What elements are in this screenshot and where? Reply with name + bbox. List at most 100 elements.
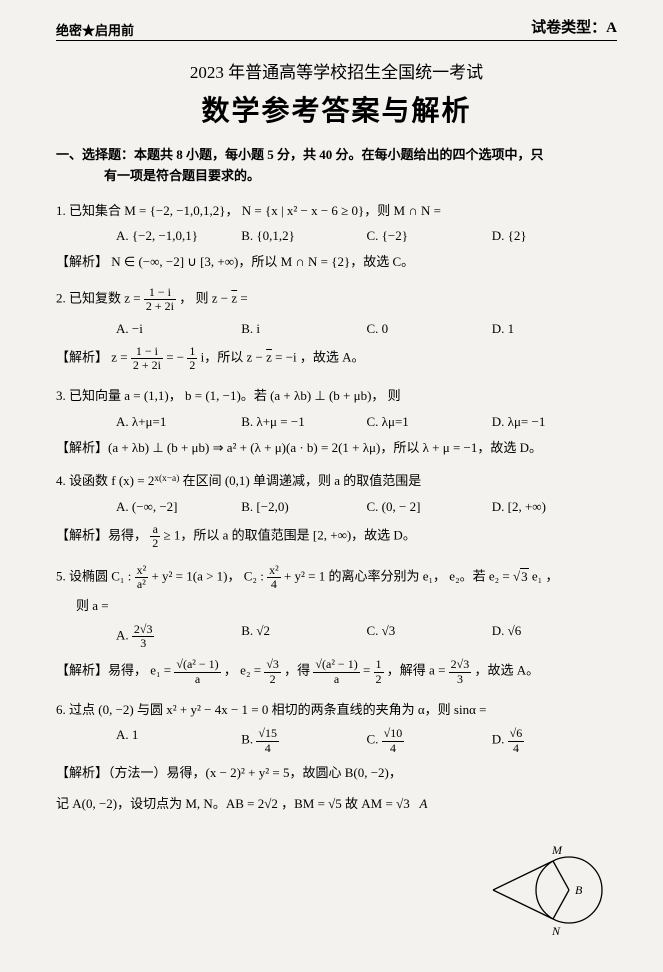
q5-mid2: + y² = 1 的离心率分别为 e₁， e₂。若 e₂ = (284, 569, 513, 584)
q6-answer-2: 记 A(0, −2)，设切点为 M, N。AB = 2√2 ，BM = √5 故… (56, 794, 617, 814)
diagram-label-m: M (551, 844, 563, 857)
q5-f2n: x² (267, 564, 281, 578)
paper-type-value: A (606, 20, 617, 36)
q6-answer-1: 【解析】（方法一）易得，(x − 2)² + y² = 5，故圆心 B(0, −… (56, 763, 617, 783)
q2-ans-pre: 【解析】 z = (56, 350, 131, 365)
q4-pre: 4. 设函数 f (x) = 2 (56, 473, 154, 488)
section-1-line1: 一、选择题：本题共 8 小题，每小题 5 分，共 40 分。在每小题给出的四个选… (56, 147, 544, 162)
q5-opt-a-d: 3 (132, 637, 155, 650)
diagram-line-nb (553, 890, 569, 919)
q5-pre: 5. 设椭圆 C₁ : (56, 569, 135, 584)
q2-stem: 2. 已知复数 z = 1 − i2 + 2i ， 则 z − z = (56, 286, 617, 313)
diagram-label-b: B (575, 883, 583, 897)
q4-post: 在区间 (0,1) 单调递减，则 a 的取值范围是 (179, 473, 421, 488)
q5-ans-pre: 【解析】易得， e₁ = (56, 663, 174, 678)
q5-e2n: √3 (264, 658, 281, 672)
q2-post: ， 则 z − (179, 290, 231, 305)
q5-f1n: x² (135, 564, 149, 578)
paper-type-label: 试卷类型： (531, 20, 606, 36)
q6-opt-c-pre: C. (367, 732, 382, 747)
q4-exp: x(x−a) (154, 474, 179, 484)
q2-opt-a: A. −i (116, 321, 241, 337)
q3-opt-c: C. λμ=1 (367, 414, 492, 430)
q5-opt-a-n: 2√3 (132, 623, 155, 637)
q2-frac-den: 2 + 2i (144, 300, 176, 313)
section-1-line2: 有一项是符合题目要求的。 (56, 166, 617, 187)
q6-stem: 6. 过点 (0, −2) 与圆 x² + y² − 4x − 1 = 0 相切… (56, 700, 617, 720)
q5-e2d: 2 (264, 673, 281, 686)
q5-e3d: a (313, 673, 359, 686)
q5-options: A. 2√33 B. √2 C. √3 D. √6 (56, 623, 617, 650)
doc-title: 数学参考答案与解析 (56, 89, 617, 129)
q5-e5d: 3 (449, 673, 472, 686)
q5-e2: √32 (264, 658, 281, 685)
q5-e5: 2√33 (449, 658, 472, 685)
q2-ans-f2n: 1 (187, 345, 197, 359)
q4-options: A. (−∞, −2] B. [−2,0) C. (0, − 2] D. [2,… (56, 499, 617, 515)
q2-ans-f1n: 1 − i (131, 345, 163, 359)
q3-stem: 3. 已知向量 a = (1,1)， b = (1, −1)。若 (a + λb… (56, 386, 617, 406)
q5-c4: ，解得 a = (387, 663, 449, 678)
q6-bd: 4 (256, 742, 279, 755)
q2-opt-b: B. i (241, 321, 366, 337)
diagram-line-am (493, 861, 553, 890)
q5-c5: ，故选 A。 (475, 663, 540, 678)
q2-ans-f1d: 2 + 2i (131, 359, 163, 372)
header-rule (56, 40, 617, 41)
q5-f2: x²4 (267, 564, 281, 591)
q2-frac-num: 1 − i (144, 286, 176, 300)
q1-opt-a: A. {−2, −1,0,1} (116, 228, 241, 244)
q6-bn: √15 (256, 727, 279, 741)
q5-e4d: 2 (374, 673, 384, 686)
q5-c3: = (363, 663, 374, 678)
q1-stem: 1. 已知集合 M = {−2, −1,0,1,2}， N = {x | x² … (56, 201, 617, 221)
q5-mid3: e₁ ， (529, 569, 559, 584)
q2-opt-c: C. 0 (367, 321, 492, 337)
q5-c1: ， e₂ = (224, 663, 264, 678)
q4-ans-frac: a2 (150, 523, 160, 550)
header-left: 绝密★启用前 (56, 20, 134, 39)
q4-opt-c: C. (0, − 2] (367, 499, 492, 515)
q5-opt-a-pre: A. (116, 628, 132, 643)
q2-pre: 2. 已知复数 z = (56, 290, 144, 305)
q1-opt-d: D. {2} (492, 228, 617, 244)
q6-ans2-text: 记 A(0, −2)，设切点为 M, N。AB = 2√2 ，BM = √5 故… (56, 796, 410, 811)
q6-opt-c-frac: √104 (382, 727, 405, 754)
q1-options: A. {−2, −1,0,1} B. {0,1,2} C. {−2} D. {2… (56, 228, 617, 244)
q4-answer: 【解析】易得， a2 ≥ 1，所以 a 的取值范围是 [2, +∞)，故选 D。 (56, 523, 617, 550)
q5-e1: √(a² − 1)a (174, 658, 220, 685)
q5-e3n: √(a² − 1) (313, 658, 359, 672)
q1-opt-b: B. {0,1,2} (241, 228, 366, 244)
q6-opt-a: A. 1 (116, 727, 241, 754)
q4-opt-b: B. [−2,0) (241, 499, 366, 515)
q5-mid1: + y² = 1(a > 1)， C₂ : (151, 569, 267, 584)
q5-opt-b: B. √2 (241, 623, 366, 650)
q4-ans-pre: 【解析】易得， (56, 528, 147, 543)
q3-answer: 【解析】(a + λb) ⊥ (b + μb) ⇒ a² + (λ + μ)(a… (56, 438, 617, 458)
q5-opt-c: C. √3 (367, 623, 492, 650)
q3-options: A. λ+μ=1 B. λ+μ = −1 C. λμ=1 D. λμ= −1 (56, 414, 617, 430)
q2-ans-eq: = − (166, 350, 187, 365)
q5-e1d: a (174, 673, 220, 686)
q2-frac: 1 − i2 + 2i (144, 286, 176, 313)
q5-stem: 5. 设椭圆 C₁ : x²a² + y² = 1(a > 1)， C₂ : x… (56, 564, 617, 591)
section-1-heading: 一、选择题：本题共 8 小题，每小题 5 分，共 40 分。在每小题给出的四个选… (56, 145, 617, 187)
q6-opt-b-frac: √154 (256, 727, 279, 754)
q6-label-a-inline: A (419, 796, 427, 811)
q2-answer: 【解析】 z = 1 − i2 + 2i = − 12 i，所以 z − z =… (56, 345, 617, 372)
q2-ans-tail: = −i ，故选 A。 (272, 350, 365, 365)
q4-opt-a: A. (−∞, −2] (116, 499, 241, 515)
q4-ans-post: ≥ 1，所以 a 的取值范围是 [2, +∞)，故选 D。 (164, 528, 416, 543)
q5-f1d: a² (135, 578, 149, 591)
q2-ans-f2d: 2 (187, 359, 197, 372)
q3-opt-d: D. λμ= −1 (492, 414, 617, 430)
q5-f1: x²a² (135, 564, 149, 591)
q5-e3: √(a² − 1)a (313, 658, 359, 685)
q5-opt-a-frac: 2√33 (132, 623, 155, 650)
q4-ans-fd: 2 (150, 537, 160, 550)
q2-tail: = (237, 290, 248, 305)
q6-cn: √10 (382, 727, 405, 741)
q4-stem: 4. 设函数 f (x) = 2x(x−a) 在区间 (0,1) 单调递减，则 … (56, 471, 617, 491)
q2-ans-post: i，所以 z − (201, 350, 266, 365)
q2-ans-frac1: 1 − i2 + 2i (131, 345, 163, 372)
